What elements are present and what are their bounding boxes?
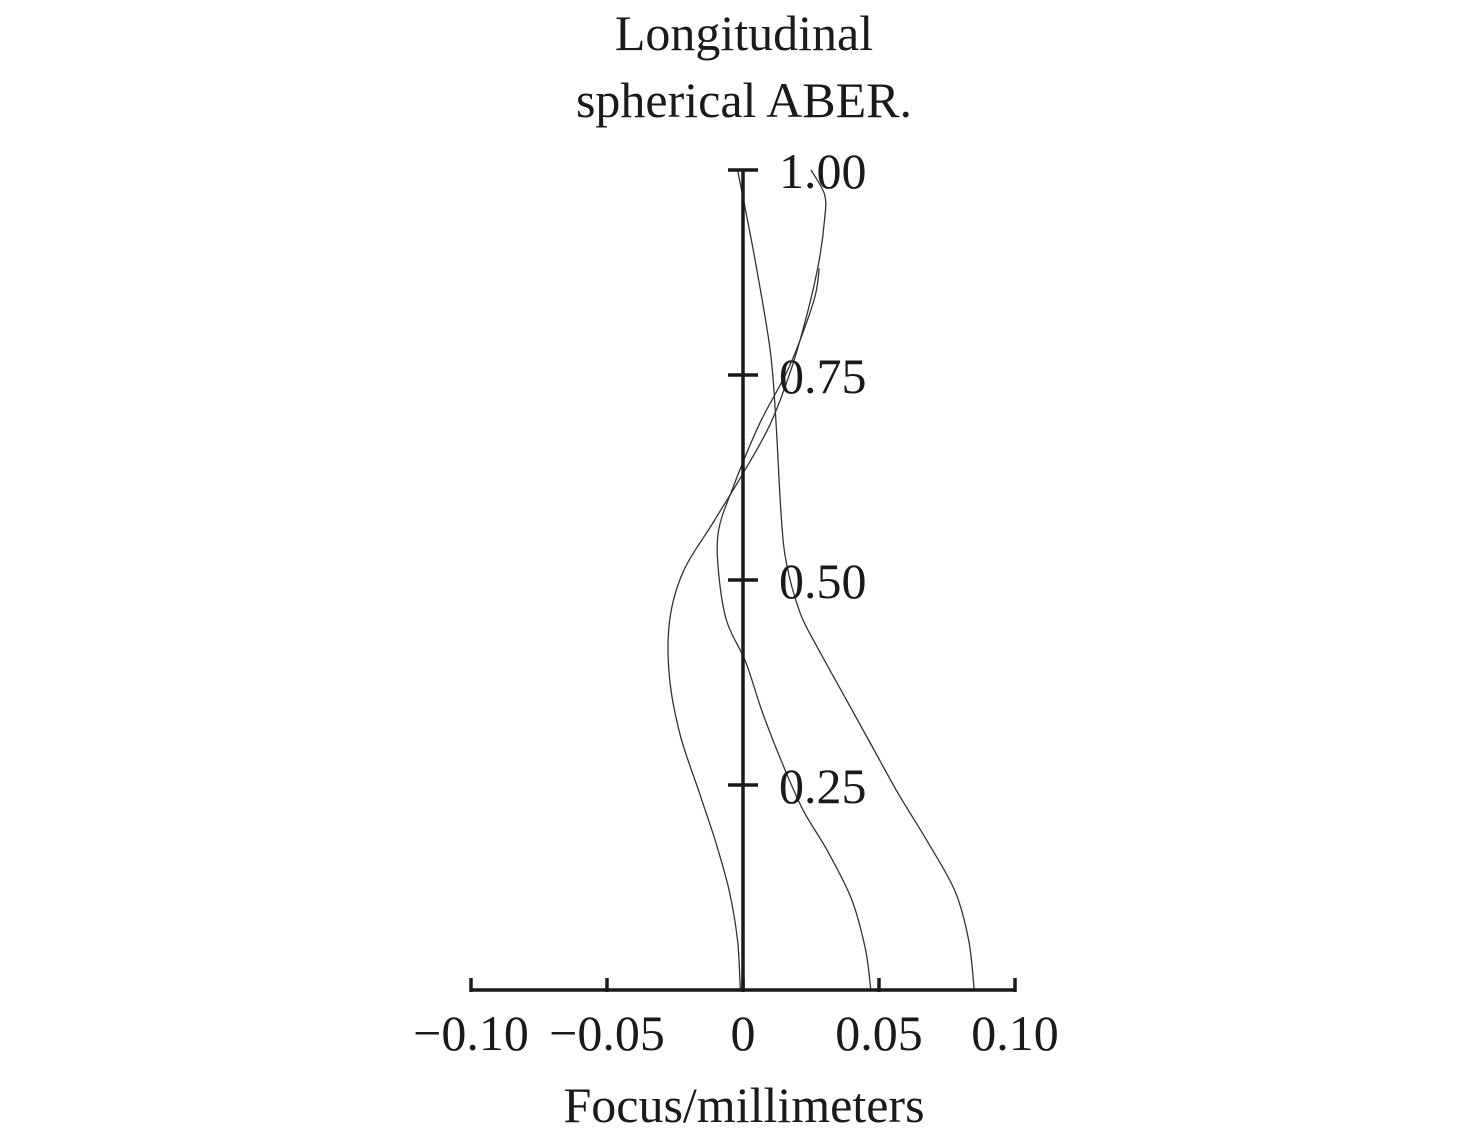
aberration-curve-2 xyxy=(716,268,872,991)
y-tick-label: 0.75 xyxy=(779,348,867,404)
x-axis-label: Focus/millimeters xyxy=(563,1077,924,1133)
chart-title-line-2: spherical ABER. xyxy=(576,72,912,128)
y-tick-label: 0.50 xyxy=(779,553,867,609)
aberration-curve-3 xyxy=(736,169,975,991)
aberration-curve-1 xyxy=(667,169,827,991)
chart-title-line-1: Longitudinal xyxy=(615,5,873,61)
aberration-curves xyxy=(667,169,975,991)
x-tick-label: 0.10 xyxy=(971,1005,1059,1061)
x-tick-label: 0.05 xyxy=(835,1005,923,1061)
y-tick-label: 0.25 xyxy=(779,758,867,814)
x-tick-label: −0.10 xyxy=(413,1005,529,1061)
x-tick-label: −0.05 xyxy=(549,1005,665,1061)
y-axis-ticks: 0.25 0.50 0.75 1.00 xyxy=(728,143,867,814)
x-axis-ticks: −0.10 −0.05 0 0.05 0.10 xyxy=(413,978,1059,1061)
y-tick-label: 1.00 xyxy=(779,143,867,199)
x-tick-label: 0 xyxy=(731,1005,756,1061)
